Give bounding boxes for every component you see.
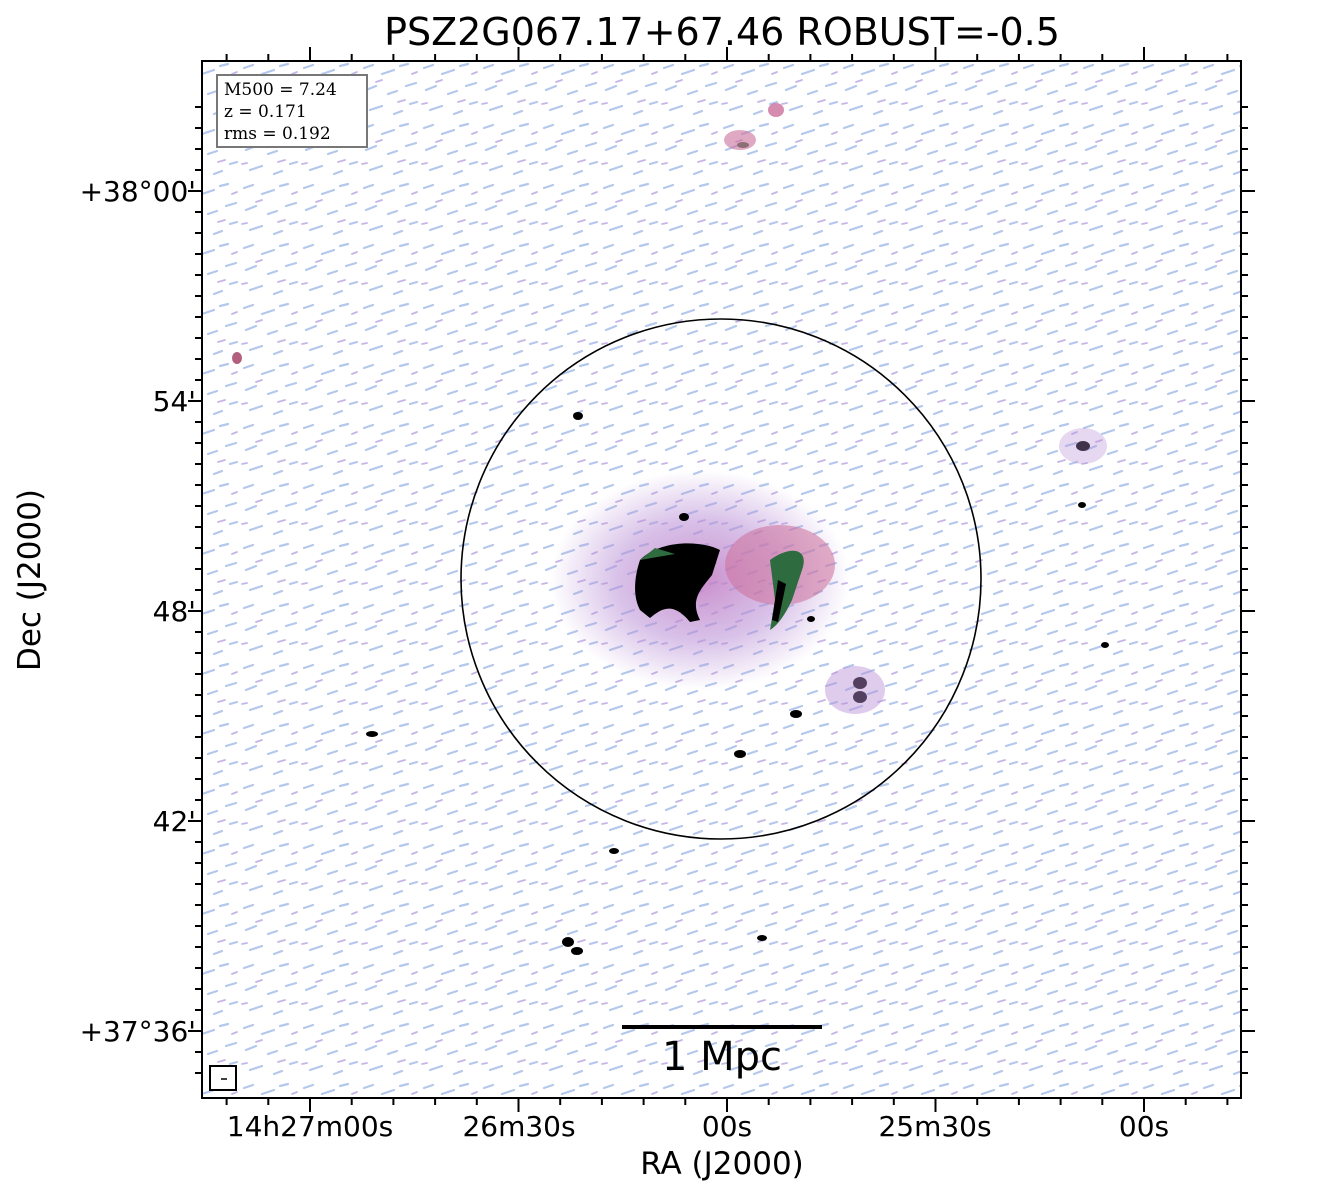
ytick-label: 42' — [152, 805, 196, 838]
xtick-label: 26m30s — [462, 1110, 576, 1143]
xtick-label: 00s — [1118, 1110, 1170, 1143]
x-axis-label: RA (J2000) — [640, 1146, 804, 1182]
info-redshift: z = 0.171 — [224, 102, 307, 122]
y-ticks — [188, 106, 1255, 1074]
point-sources — [232, 103, 1109, 955]
scale-bar-label: 1 Mpc — [661, 1034, 783, 1080]
xtick-label: 00s — [701, 1110, 753, 1143]
ytick-label: +38°00' — [79, 175, 196, 208]
x-ticks — [225, 47, 1229, 1112]
central-emission — [550, 470, 850, 690]
y-axis-label: Dec (J2000) — [12, 488, 48, 672]
plot-title: PSZ2G067.17+67.46 ROBUST=-0.5 — [384, 10, 1060, 54]
beam-box — [209, 1065, 237, 1091]
plot-frame — [201, 60, 1242, 1099]
ytick-label: +37°36' — [79, 1015, 196, 1048]
info-mass: M500 = 7.24 — [224, 80, 337, 100]
cluster-info-box: M500 = 7.24 z = 0.171 rms = 0.192 — [216, 74, 368, 148]
ytick-label: 54' — [152, 385, 196, 418]
r500-circle — [460, 318, 982, 840]
xtick-label: 25m30s — [878, 1110, 992, 1143]
xtick-label: 14h27m00s — [226, 1110, 394, 1143]
ytick-label: 48' — [152, 595, 196, 628]
info-rms: rms = 0.192 — [224, 124, 331, 144]
